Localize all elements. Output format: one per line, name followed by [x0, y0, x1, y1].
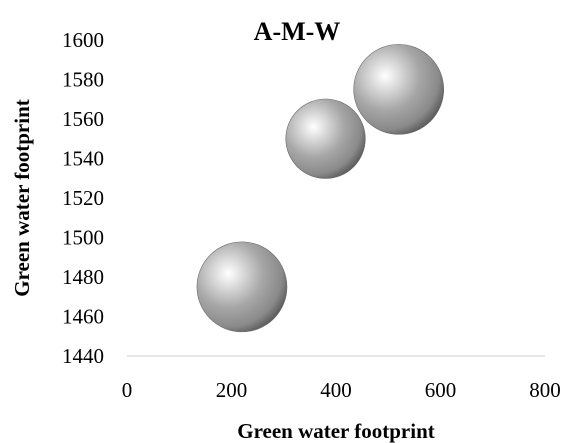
bubble-point-3: [353, 44, 445, 135]
chart-title: A-M-W: [254, 17, 341, 46]
x-axis-label: Green water footprint: [237, 419, 435, 443]
bubble-point-1: [196, 241, 288, 333]
y-axis-label: Green water footprint: [10, 99, 34, 297]
x-tick-label: 400: [320, 378, 352, 402]
y-tick-label: 1520: [62, 186, 104, 210]
y-axis-ticks: 1440 1460 1480 1500 1520 1540 1560 1580 1600: [62, 28, 104, 368]
x-axis-ticks: 0 200 400 600 800: [122, 378, 561, 402]
y-tick-label: 1600: [62, 28, 104, 52]
x-tick-label: 0: [122, 378, 133, 402]
y-tick-label: 1540: [62, 147, 104, 171]
y-tick-label: 1440: [62, 344, 104, 368]
y-tick-label: 1460: [62, 305, 104, 329]
x-tick-label: 600: [425, 378, 457, 402]
y-tick-label: 1480: [62, 265, 104, 289]
y-tick-label: 1560: [62, 107, 104, 131]
y-tick-label: 1500: [62, 226, 104, 250]
bubble-point-2: [285, 98, 366, 179]
y-tick-label: 1580: [62, 68, 104, 92]
bubble-series: [196, 44, 445, 333]
x-tick-label: 800: [529, 378, 561, 402]
x-tick-label: 200: [216, 378, 248, 402]
